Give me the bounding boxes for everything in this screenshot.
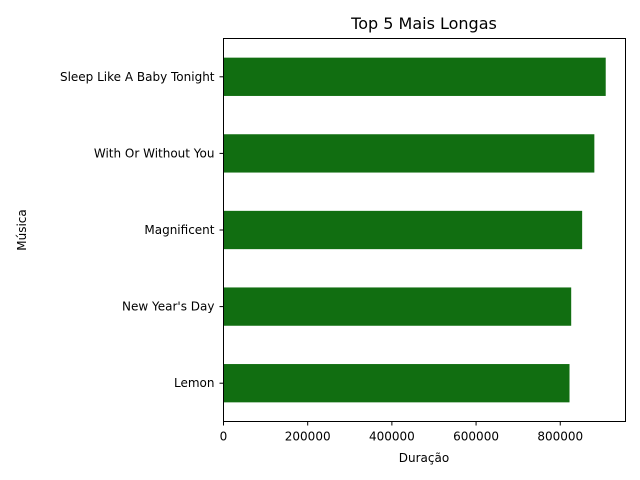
bars-group (223, 57, 606, 403)
y-axis-ticks: Sleep Like A Baby Tonight With Or Without… (60, 70, 224, 390)
y-axis-label: Música (15, 209, 29, 251)
x-tick-label: 800000 (537, 430, 583, 444)
chart-title: Top 5 Mais Longas (350, 14, 497, 33)
y-tick-label: Sleep Like A Baby Tonight (60, 70, 215, 84)
plot-frame (223, 38, 626, 422)
x-tick-label: 200000 (285, 430, 331, 444)
x-axis-ticks: 0 200000 400000 600000 800000 (220, 421, 583, 444)
x-tick-label: 600000 (453, 430, 499, 444)
bar (223, 134, 595, 173)
bar (223, 57, 606, 96)
y-tick-label: Lemon (174, 376, 215, 390)
x-tick-label: 0 (220, 430, 228, 444)
x-tick-label: 400000 (369, 430, 415, 444)
bar (223, 364, 570, 403)
y-tick-label: Magnificent (144, 223, 214, 237)
y-tick-label: With Or Without You (94, 146, 215, 160)
bar (223, 287, 572, 326)
bar (223, 210, 583, 250)
y-tick-label: New Year's Day (122, 300, 214, 314)
x-axis-label: Duração (399, 451, 449, 465)
